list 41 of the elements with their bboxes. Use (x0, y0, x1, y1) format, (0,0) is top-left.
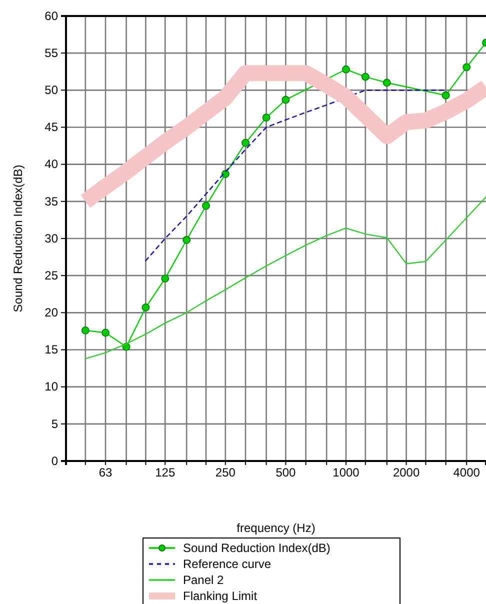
point (202, 202, 210, 210)
y-tick-label: 55 (44, 46, 58, 60)
y-tick-label: 15 (44, 342, 58, 357)
y-tick-label: 35 (44, 194, 58, 208)
point (102, 328, 110, 337)
y-axis-title: Sound Reduction Index(dB) (11, 164, 25, 312)
y-tick-label: 30 (44, 231, 58, 246)
x-tick-label: 2000 (392, 466, 420, 480)
point (382, 78, 391, 87)
y-tick-label: 60 (44, 8, 58, 23)
x-tick-label: 4000 (453, 466, 480, 480)
legend-label: Flanking Limit (183, 589, 258, 603)
x-tick-label: 125 (155, 466, 176, 480)
x-tick-label: 250 (215, 466, 236, 480)
y-tick-label: 45 (44, 120, 58, 134)
legend-label: Panel 2 (183, 573, 224, 587)
point (342, 65, 350, 74)
legend-label: Sound Reduction Index(dB) (183, 541, 330, 555)
point (282, 96, 290, 104)
point (242, 138, 250, 147)
point (142, 304, 150, 312)
legend-label: Reference curve (183, 557, 272, 571)
y-tick-label: 20 (44, 306, 58, 320)
y-tick-label: 50 (44, 83, 58, 98)
y-tick-label: 0 (51, 454, 58, 468)
point (361, 72, 370, 81)
y-tick-label: 25 (44, 268, 58, 282)
x-tick-label: 500 (276, 466, 296, 480)
line-series (84, 196, 486, 360)
x-tick-label: 1000 (332, 466, 360, 480)
point (262, 114, 270, 122)
y-tick-label: 10 (44, 380, 58, 394)
x-tick-label: 63 (98, 466, 113, 480)
point (81, 326, 90, 334)
point (161, 274, 170, 283)
point (442, 91, 450, 100)
point (182, 236, 191, 244)
x-axis-title: frequency (Hz) (236, 521, 316, 535)
y-tick-label: 5 (51, 416, 58, 431)
y-tick-label: 40 (44, 157, 58, 172)
point (462, 63, 471, 72)
